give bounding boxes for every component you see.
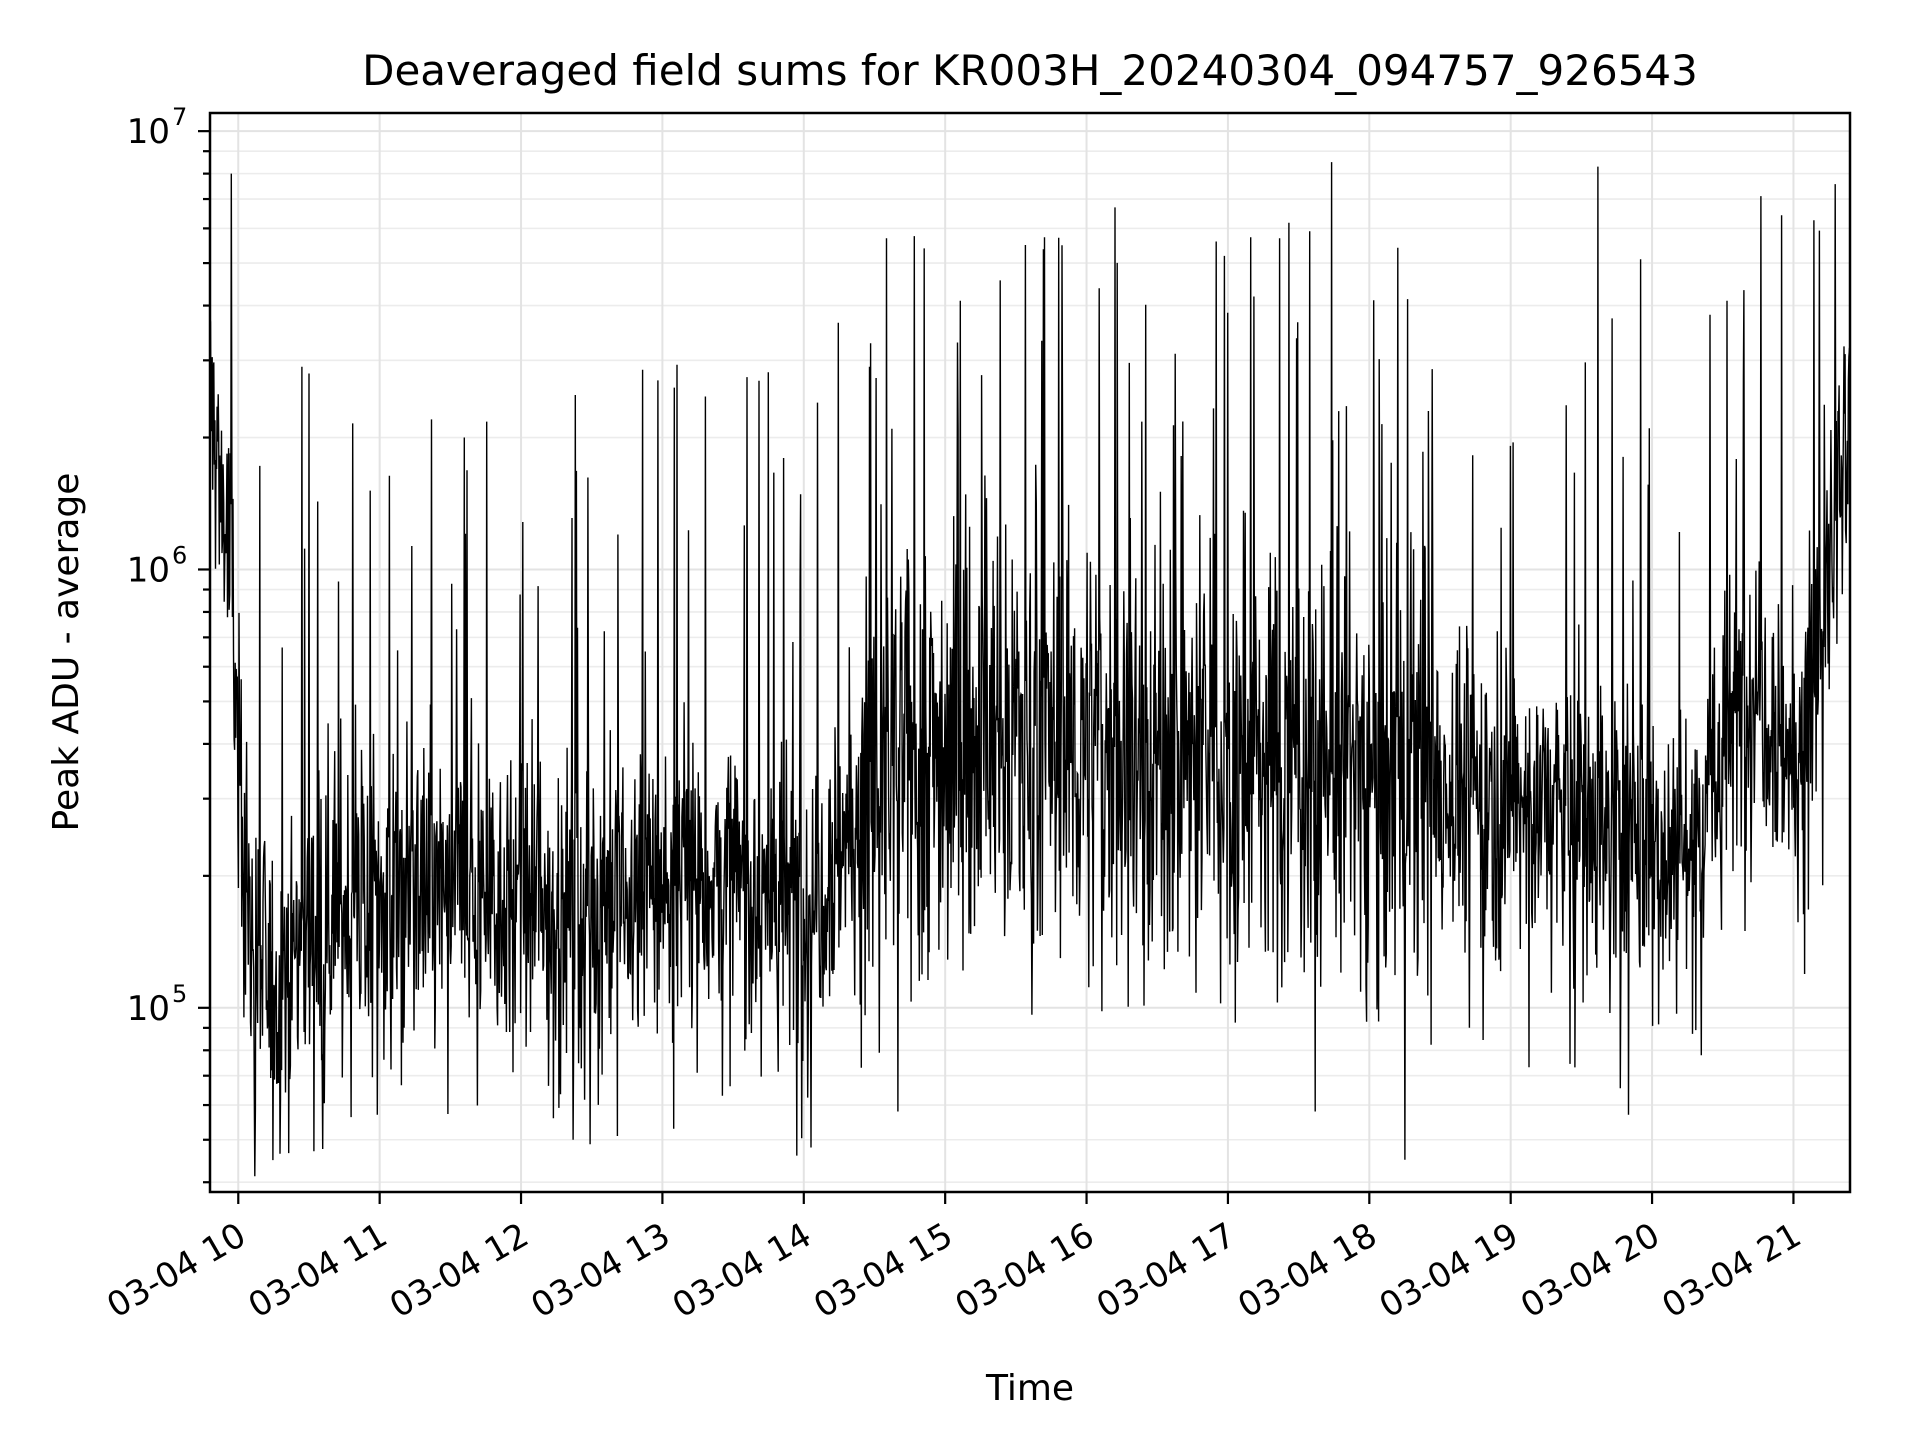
x-tick-label: 03-04 16: [949, 1215, 1101, 1326]
plot-frame: [208, 111, 1852, 1194]
y-tick-exponent: 7: [172, 103, 187, 131]
x-tick-label: 03-04 19: [1373, 1215, 1525, 1326]
x-tick-label: 03-04 17: [1090, 1215, 1242, 1326]
y-tick-label: 10: [127, 550, 170, 590]
x-tick-label: 03-04 21: [1656, 1215, 1808, 1326]
y-tick-label: 10: [127, 989, 170, 1029]
x-tick-label: 03-04 13: [525, 1215, 677, 1326]
y-axis-label: Peak ADU - average: [46, 473, 87, 832]
x-tick-label: 03-04 14: [666, 1215, 818, 1326]
x-tick-label: 03-04 11: [242, 1215, 394, 1326]
y-tick-exponent: 5: [172, 980, 187, 1008]
chart-title: Deaveraged field sums for KR003H_2024030…: [362, 46, 1698, 95]
series-line: [209, 162, 1851, 1177]
x-tick-label: 03-04 15: [807, 1215, 959, 1326]
x-tick-label: 03-04 20: [1514, 1215, 1666, 1326]
y-tick-exponent: 6: [172, 541, 187, 569]
x-tick-label: 03-04 18: [1231, 1215, 1383, 1326]
y-tick-label: 10: [127, 112, 170, 152]
x-axis-label: Time: [985, 1368, 1074, 1409]
x-tick-label: 03-04 10: [100, 1215, 252, 1326]
x-tick-label: 03-04 12: [383, 1215, 535, 1326]
